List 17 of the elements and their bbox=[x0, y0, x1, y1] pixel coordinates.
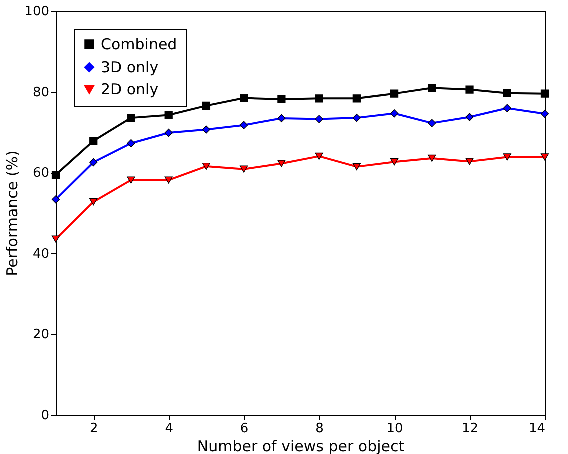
x-tick-label: 2 bbox=[90, 422, 98, 436]
legend-label: 2D only bbox=[101, 80, 159, 98]
legend-label: Combined bbox=[101, 36, 178, 54]
y-tick-label: 100 bbox=[24, 4, 50, 20]
x-tick-label: 12 bbox=[462, 422, 479, 436]
y-tick-label: 80 bbox=[32, 85, 50, 100]
x-tick-label: 14 bbox=[528, 422, 546, 436]
y-tick-label: 40 bbox=[32, 246, 50, 262]
x-tick-label: 6 bbox=[240, 422, 249, 436]
x-tick-label: 4 bbox=[165, 422, 174, 436]
y-axis-title: Performance (%) bbox=[4, 150, 22, 276]
y-tick-label: 20 bbox=[32, 328, 50, 343]
x-tick-label: 10 bbox=[386, 422, 404, 436]
y-tick-label: 0 bbox=[41, 408, 50, 424]
x-tick-label: 8 bbox=[316, 422, 324, 436]
legend-label: 3D only bbox=[101, 58, 159, 76]
y-tick-label: 60 bbox=[32, 166, 50, 182]
